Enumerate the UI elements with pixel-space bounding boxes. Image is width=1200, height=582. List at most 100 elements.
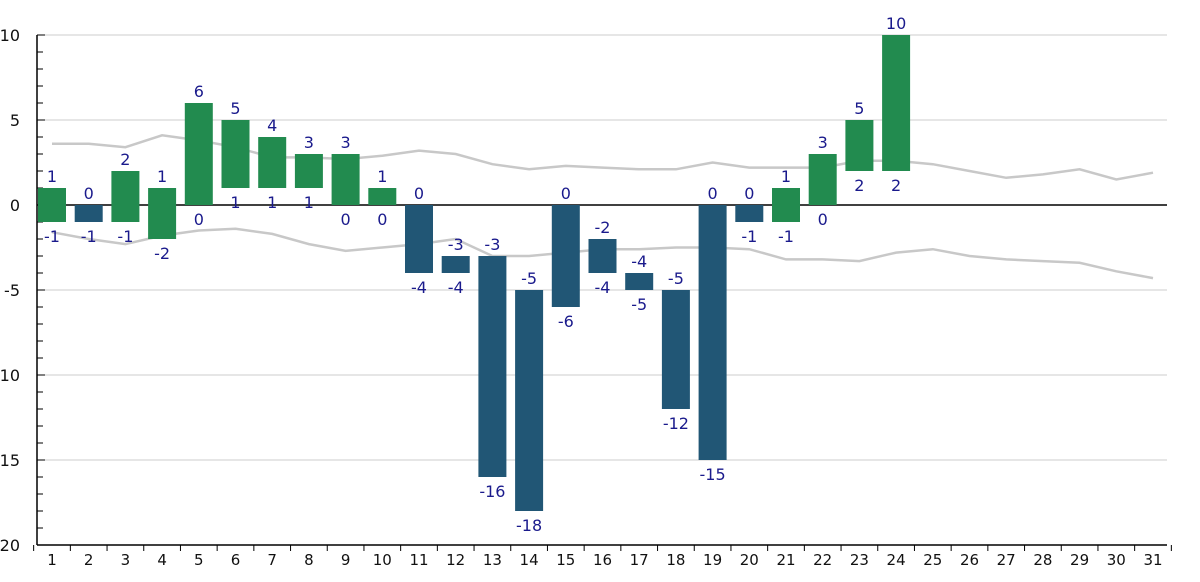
bar-12 bbox=[441, 256, 470, 273]
x-tick-label: 6 bbox=[231, 551, 241, 569]
x-tick-label: 21 bbox=[776, 551, 795, 569]
x-tick-label: 27 bbox=[997, 551, 1016, 569]
y-tick-label: -5 bbox=[4, 281, 20, 300]
x-tick-label: 31 bbox=[1143, 551, 1162, 569]
bar-low-label: -12 bbox=[663, 414, 689, 433]
bar-low-label: 1 bbox=[230, 193, 240, 212]
y-tick-label: -15 bbox=[0, 451, 20, 470]
x-tick-label: 3 bbox=[121, 551, 131, 569]
bar-high-label: 0 bbox=[561, 184, 571, 203]
x-tick-label: 25 bbox=[923, 551, 942, 569]
x-tick-label: 23 bbox=[850, 551, 869, 569]
y-tick-label: -20 bbox=[0, 536, 20, 555]
x-tick-label: 17 bbox=[630, 551, 649, 569]
bar-high-label: 6 bbox=[194, 82, 204, 101]
bar-low-label: -5 bbox=[631, 295, 647, 314]
bar-6 bbox=[221, 120, 250, 188]
bar-high-label: 10 bbox=[886, 14, 906, 33]
bar-3 bbox=[111, 171, 140, 222]
x-tick-label: 19 bbox=[703, 551, 722, 569]
x-tick-label: 24 bbox=[887, 551, 906, 569]
bar-high-label: 2 bbox=[120, 150, 130, 169]
bar-low-label: -2 bbox=[154, 244, 170, 263]
bar-15 bbox=[551, 205, 580, 307]
x-tick-label: 13 bbox=[483, 551, 502, 569]
x-tick-label: 22 bbox=[813, 551, 832, 569]
bar-low-label: 0 bbox=[818, 210, 828, 229]
bar-low-label: -1 bbox=[741, 227, 757, 246]
bar-low-label: -1 bbox=[81, 227, 97, 246]
bar-low-label: 0 bbox=[194, 210, 204, 229]
bar-low-label: 0 bbox=[341, 210, 351, 229]
x-tick-label: 9 bbox=[341, 551, 351, 569]
y-tick-label: 10 bbox=[0, 26, 20, 45]
x-tick-label: 10 bbox=[373, 551, 392, 569]
y-tick-label: 0 bbox=[10, 196, 20, 215]
bar-20 bbox=[735, 205, 764, 222]
bar-low-label: -16 bbox=[479, 482, 505, 501]
bar-16 bbox=[588, 239, 617, 273]
bar-high-label: -5 bbox=[521, 269, 537, 288]
bar-2 bbox=[74, 205, 103, 222]
x-tick-label: 14 bbox=[520, 551, 539, 569]
x-tick-label: 4 bbox=[157, 551, 167, 569]
bar-22 bbox=[808, 154, 837, 205]
bar-23 bbox=[845, 120, 874, 171]
bar-low-label: -4 bbox=[448, 278, 464, 297]
bar-low-label: -1 bbox=[778, 227, 794, 246]
x-tick-label: 29 bbox=[1070, 551, 1089, 569]
bar-high-label: -3 bbox=[484, 235, 500, 254]
x-tick-label: 11 bbox=[409, 551, 428, 569]
bar-24 bbox=[882, 35, 911, 171]
bar-13 bbox=[478, 256, 507, 477]
bar-low-label: -6 bbox=[558, 312, 574, 331]
bar-high-label: 4 bbox=[267, 116, 277, 135]
bar-high-label: 1 bbox=[47, 167, 57, 186]
x-tick-label: 20 bbox=[740, 551, 759, 569]
bar-high-label: 3 bbox=[818, 133, 828, 152]
x-tick-label: 5 bbox=[194, 551, 204, 569]
bar-high-label: -3 bbox=[448, 235, 464, 254]
bar-high-label: -4 bbox=[631, 252, 647, 271]
bar-21 bbox=[772, 188, 800, 222]
bar-high-label: -5 bbox=[668, 269, 684, 288]
bar-high-label: 0 bbox=[708, 184, 718, 203]
bar-1 bbox=[38, 188, 66, 222]
bar-low-label: -4 bbox=[411, 278, 427, 297]
bar-low-label: 1 bbox=[304, 193, 314, 212]
x-tick-label: 2 bbox=[84, 551, 94, 569]
bar-low-label: -4 bbox=[595, 278, 611, 297]
bar-low-label: -18 bbox=[516, 516, 542, 535]
bar-10 bbox=[368, 188, 397, 205]
bar-18 bbox=[661, 290, 690, 409]
bar-high-label: 0 bbox=[414, 184, 424, 203]
x-tick-label: 26 bbox=[960, 551, 979, 569]
bar-8 bbox=[294, 154, 323, 188]
x-tick-label: 1 bbox=[47, 551, 57, 569]
x-tick-label: 7 bbox=[267, 551, 277, 569]
bar-9 bbox=[331, 154, 360, 205]
bar-low-label: -1 bbox=[117, 227, 133, 246]
bar-4 bbox=[148, 188, 177, 239]
x-tick-label: 30 bbox=[1107, 551, 1126, 569]
x-tick-label: 8 bbox=[304, 551, 314, 569]
bar-low-label: 2 bbox=[854, 176, 864, 195]
bar-7 bbox=[258, 137, 287, 188]
x-tick-label: 18 bbox=[666, 551, 685, 569]
x-tick-label: 28 bbox=[1033, 551, 1052, 569]
bar-low-label: 0 bbox=[377, 210, 387, 229]
bar-high-label: 1 bbox=[377, 167, 387, 186]
bar-high-label: 5 bbox=[854, 99, 864, 118]
bar-high-label: 1 bbox=[157, 167, 167, 186]
bar-high-label: 5 bbox=[230, 99, 240, 118]
bar-high-label: 0 bbox=[744, 184, 754, 203]
x-tick-label: 16 bbox=[593, 551, 612, 569]
bar-high-label: 1 bbox=[781, 167, 791, 186]
bar-low-label: 1 bbox=[267, 193, 277, 212]
y-tick-label: 5 bbox=[10, 111, 20, 130]
upper-band-line bbox=[52, 134, 1154, 181]
bar-11 bbox=[405, 205, 433, 273]
bar-17 bbox=[625, 273, 654, 290]
bar-high-label: 0 bbox=[84, 184, 94, 203]
